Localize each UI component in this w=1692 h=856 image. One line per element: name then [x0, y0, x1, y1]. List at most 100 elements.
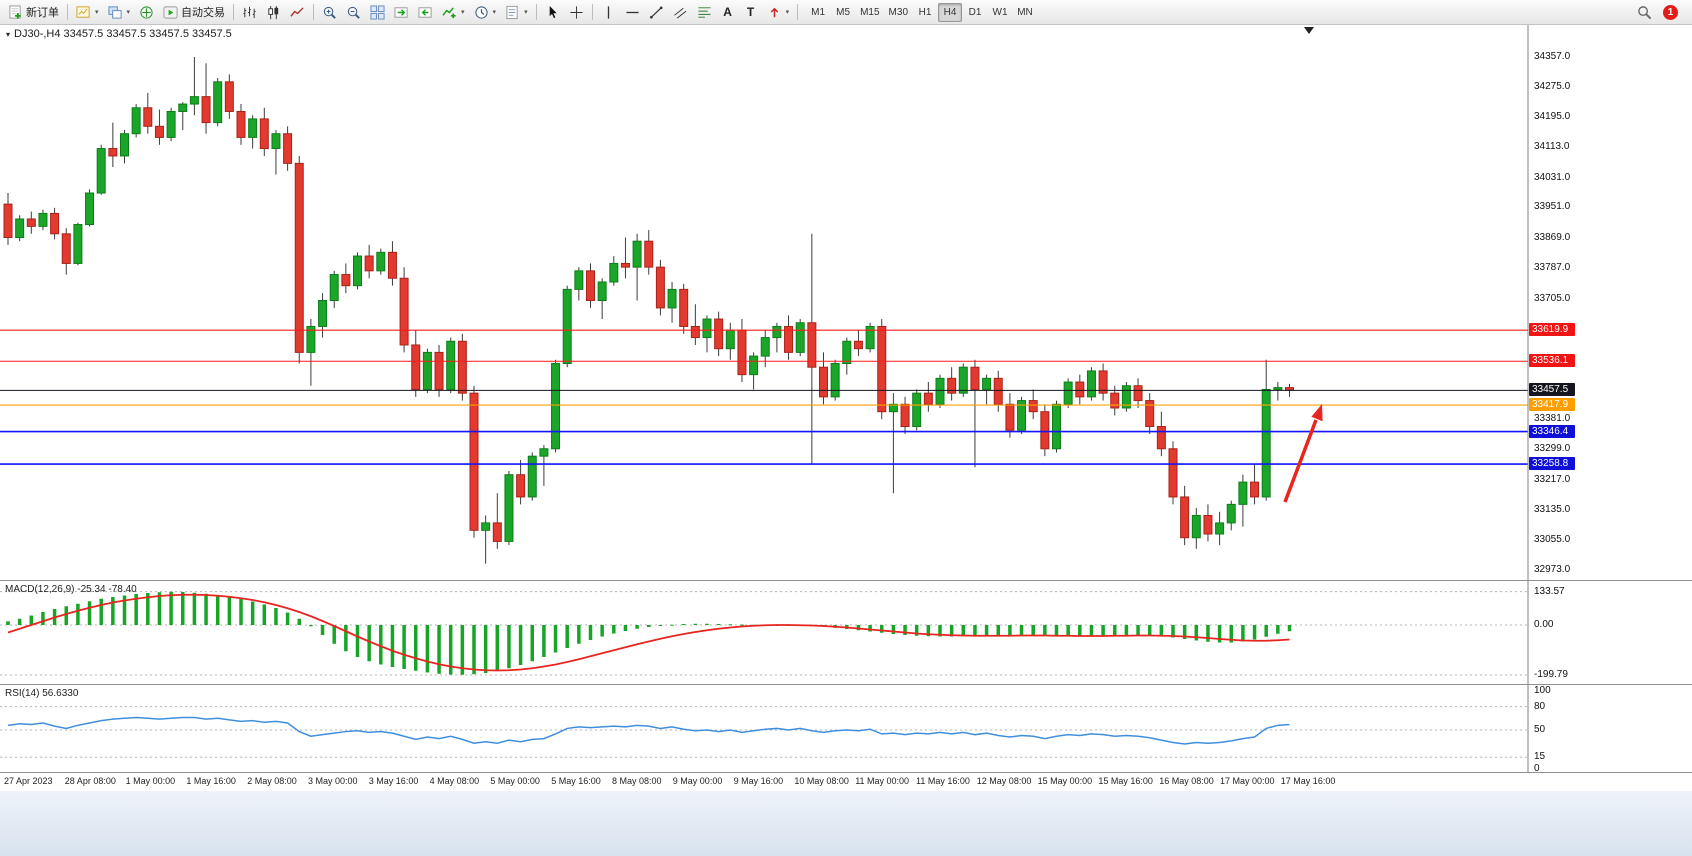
toolbar-divider: [67, 4, 68, 20]
zoom-in-button[interactable]: [318, 2, 341, 22]
arrows-button[interactable]: ▾: [763, 2, 794, 22]
toolbar: 新订单 ▾ ▾ 自动交易: [0, 0, 1692, 25]
time-axis-label: 4 May 08:00: [429, 776, 480, 786]
chart-dropdown-icon[interactable]: ▾: [6, 29, 11, 39]
time-axis[interactable]: 27 Apr 2023 28 Apr 08:00 1 May 00:00 1 May …: [0, 772, 1692, 791]
toolbar-divider: [797, 4, 799, 20]
new-order-button[interactable]: 新订单: [4, 2, 63, 22]
auto-scroll-button[interactable]: [390, 2, 413, 22]
crosshair-button[interactable]: [565, 2, 588, 22]
arrow-tool-icon: [767, 5, 782, 20]
time-axis-label: 5 May 16:00: [551, 776, 601, 786]
line-chart-icon: [290, 5, 305, 20]
trendline-button[interactable]: [645, 2, 668, 22]
vertical-line-button[interactable]: [597, 2, 620, 22]
candlestick-chart[interactable]: [0, 24, 1692, 580]
time-axis-label: 15 May 00:00: [1037, 776, 1093, 786]
time-axis-label: 12 May 08:00: [976, 776, 1032, 786]
navigator-button[interactable]: [135, 2, 158, 22]
price-axis-label: 33787.0: [1534, 262, 1571, 274]
horizontal-line-button[interactable]: [621, 2, 644, 22]
candles-group: [3, 56, 1294, 564]
price-tag: 33346.4: [1529, 424, 1575, 438]
macd-histogram: [6, 591, 1292, 675]
symbol-marker-icon: [1304, 27, 1314, 34]
rsi-axis-label: 80: [1534, 700, 1546, 712]
time-axis-label: 2 May 08:00: [247, 776, 297, 786]
templates-icon: [505, 5, 520, 20]
price-axis-label: 34195.0: [1534, 111, 1571, 123]
price-axis-label: 33135.0: [1534, 503, 1571, 515]
timeframe-mn[interactable]: MN: [1013, 3, 1037, 22]
time-axis-label: 3 May 00:00: [308, 776, 358, 786]
timeframe-d1[interactable]: D1: [963, 3, 987, 22]
time-axis-label: 17 May 16:00: [1280, 776, 1336, 786]
line-chart-button[interactable]: [286, 2, 309, 22]
text-button[interactable]: A: [717, 2, 739, 22]
channel-button[interactable]: [669, 2, 692, 22]
tile-windows-button[interactable]: [366, 2, 389, 22]
templates-button[interactable]: ▾: [501, 2, 532, 22]
toolbar-divider: [591, 4, 593, 20]
time-axis-label: 10 May 08:00: [794, 776, 849, 786]
indicators-icon: [442, 5, 457, 20]
price-tag: 33536.1: [1529, 354, 1575, 368]
chart-shift-button[interactable]: [414, 2, 437, 22]
search-button[interactable]: [1633, 2, 1656, 22]
time-axis-label: 3 May 16:00: [368, 776, 419, 786]
chevron-down-icon: ▾: [95, 8, 99, 16]
time-axis-label: 11 May 00:00: [855, 776, 910, 786]
new-order-icon: [8, 4, 23, 20]
profiles-button[interactable]: ▾: [104, 2, 135, 22]
fibonacci-button[interactable]: [693, 2, 716, 22]
price-tag: 33457.5: [1529, 383, 1575, 397]
candlestick-chart-icon: [266, 5, 281, 20]
timeframe-toolbar: M1 M5 M15 M30 H1 H4 D1 W1 MN: [806, 2, 1037, 22]
rsi-label: RSI(14) 56.6330: [5, 688, 79, 699]
timeframe-m15[interactable]: M15: [856, 3, 883, 22]
time-axis-label: 17 May 00:00: [1220, 776, 1275, 786]
time-axis-label: 27 Apr 2023: [4, 776, 53, 786]
notification-badge[interactable]: 1: [1663, 4, 1678, 20]
indicators-button[interactable]: ▾: [438, 2, 469, 22]
timeframe-w1[interactable]: W1: [988, 3, 1012, 22]
status-area: [0, 791, 1692, 856]
price-axis-label: 33951.0: [1534, 201, 1571, 213]
time-axis-label: 11 May 16:00: [916, 776, 970, 786]
macd-axis-label: 133.57: [1534, 585, 1565, 597]
toolbar-right-tools: 1: [1633, 2, 1688, 22]
trend-arrow-annotation[interactable]: [1283, 404, 1323, 503]
vertical-line-icon: [601, 5, 616, 20]
time-axis-label: 1 May 00:00: [125, 776, 176, 786]
chart-shift-icon: [418, 5, 433, 20]
auto-trading-button[interactable]: 自动交易: [159, 2, 229, 22]
timeframe-m1[interactable]: M1: [806, 3, 830, 22]
timeframe-h1[interactable]: H1: [913, 3, 937, 22]
timeframe-m30[interactable]: M30: [885, 3, 912, 22]
cursor-button[interactable]: [541, 2, 564, 22]
horizontal-line-icon: [625, 5, 640, 20]
chevron-down-icon: ▾: [461, 8, 465, 16]
time-axis-label: 9 May 16:00: [733, 776, 784, 786]
trendline-icon: [649, 5, 664, 20]
price-tag: 33417.9: [1529, 398, 1575, 412]
periods-button[interactable]: ▾: [470, 2, 501, 22]
zoom-in-icon: [322, 5, 337, 20]
chart-info-line: ▾ DJ30-,H4 33457.5 33457.5 33457.5 33457…: [6, 28, 232, 40]
bar-chart-button[interactable]: [238, 2, 261, 22]
zoom-out-button[interactable]: [342, 2, 365, 22]
candlestick-chart-button[interactable]: [262, 2, 285, 22]
macd-signal-line: [7, 593, 1290, 672]
timeframe-m5[interactable]: M5: [831, 3, 855, 22]
channel-icon: [673, 5, 688, 20]
new-chart-button[interactable]: ▾: [72, 2, 103, 22]
price-axis-label: 33055.0: [1534, 533, 1571, 545]
timeframe-h4[interactable]: H4: [938, 2, 962, 22]
rsi-panel[interactable]: RSI(14) 56.6330 100 80 50 15 0: [0, 684, 1692, 774]
main-chart-panel[interactable]: ▾ DJ30-,H4 33457.5 33457.5 33457.5 33457…: [0, 24, 1692, 580]
toolbar-divider: [233, 4, 235, 20]
macd-panel[interactable]: MACD(12,26,9) -25.34 -78.40 133.57 0.00 -1…: [0, 580, 1692, 685]
label-button[interactable]: T: [740, 2, 762, 22]
chevron-down-icon: ▾: [126, 8, 131, 16]
